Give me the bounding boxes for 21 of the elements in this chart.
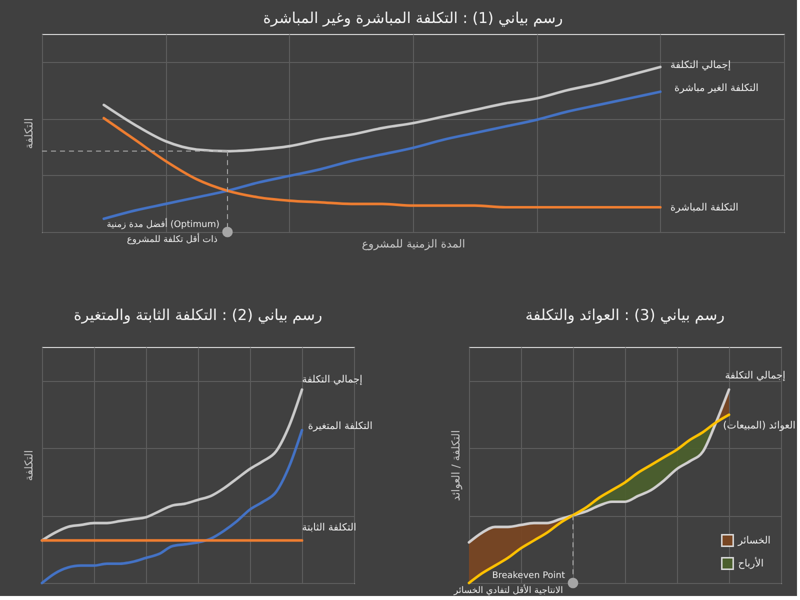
y-axis-title: التكلفة / العوائد	[450, 430, 462, 501]
series-label: التكلفة الثابتة	[302, 522, 356, 534]
series-label: إجمالي التكلفة	[725, 370, 786, 382]
legend-label: الخسائر	[737, 536, 771, 546]
chart-title: رسم بياني (2) : التكلفة الثابتة والمتغيرة	[74, 306, 322, 324]
series-label: التكلفة المباشرة	[670, 202, 738, 214]
annotation: أفضل مدة زمنية (Optimum)	[106, 218, 220, 230]
series-label: العوائد (المبيعات)	[723, 420, 796, 432]
y-axis-title: التكلفة	[22, 118, 36, 149]
y-axis-title: التكلفة	[22, 450, 36, 481]
legend-label: الأرباح	[738, 556, 764, 570]
text: ذات أقل تكلفة للمشروع	[126, 233, 218, 245]
series-label: إجمالي التكلفة	[670, 60, 731, 71]
text: الانتاجية الأقل لتفادي الخسائر	[452, 584, 563, 596]
chart-title: رسم بياني (1) : التكلفة المباشرة وغير المباشرة	[263, 9, 563, 27]
series-label: التكلفة المتغيرة	[308, 421, 372, 432]
annotation: Breakeven Point	[492, 571, 566, 581]
chart-title: رسم بياني (3) : العوائد والتكلفة	[525, 306, 725, 324]
x-axis-title: المدة الزمنية للمشروع	[362, 238, 466, 250]
series-label: إجمالي التكلفة	[302, 374, 363, 386]
series-label: التكلفة الغير مباشرة	[674, 82, 759, 94]
